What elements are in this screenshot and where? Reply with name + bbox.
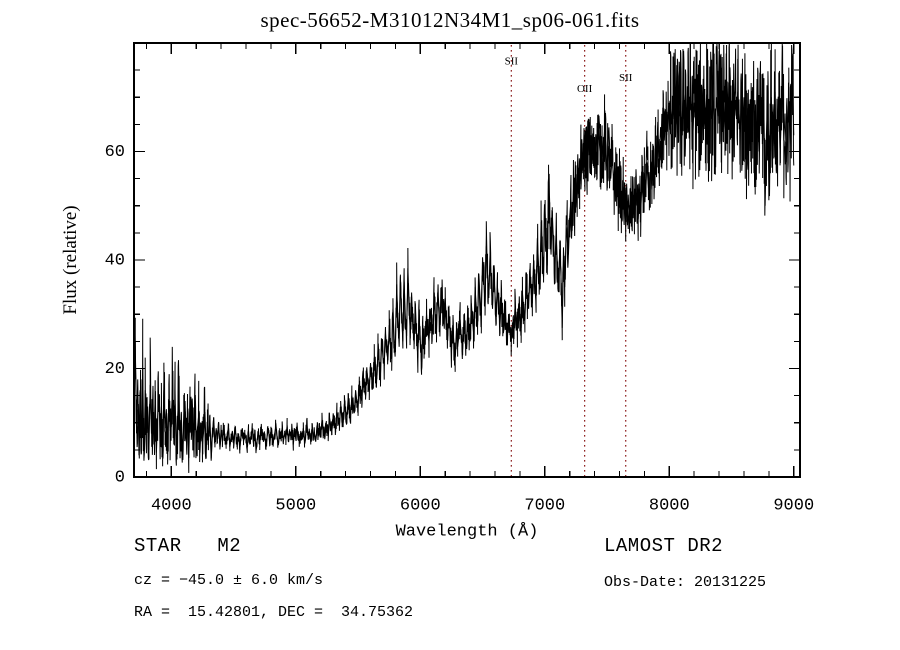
x-axis-title: Wavelength (Å) [396, 522, 539, 541]
y-tick-label: 0 [115, 468, 125, 487]
star-type-label: STAR M2 [134, 535, 242, 557]
x-tick-label: 7000 [524, 496, 565, 515]
x-tick-label: 5000 [275, 496, 316, 515]
spectrum-trace [133, 51, 795, 461]
x-tick-label: 4000 [151, 496, 192, 515]
y-tick-label: 60 [105, 143, 125, 162]
x-tick-label: 8000 [649, 496, 690, 515]
x-tick-label: 9000 [773, 496, 814, 515]
y-tick-label: 20 [105, 360, 125, 379]
y-axis-title: Flux (relative) [60, 205, 81, 314]
observation-date-label: Obs-Date: 20131225 [604, 574, 767, 591]
spectral-line-label: SII [619, 72, 633, 84]
y-tick-label: 40 [105, 251, 125, 270]
radial-velocity-label: cz = −45.0 ± 6.0 km/s [134, 572, 324, 589]
coordinates-label: RA = 15.42801, DEC = 34.75362 [134, 604, 414, 621]
page-title: spec-56652-M31012N34M1_sp06-061.fits [260, 8, 640, 32]
spectral-line-label: OII [577, 83, 593, 95]
x-tick-label: 6000 [400, 496, 441, 515]
survey-label: LAMOST DR2 [604, 535, 724, 557]
spectral-line-label: SII [505, 56, 519, 68]
